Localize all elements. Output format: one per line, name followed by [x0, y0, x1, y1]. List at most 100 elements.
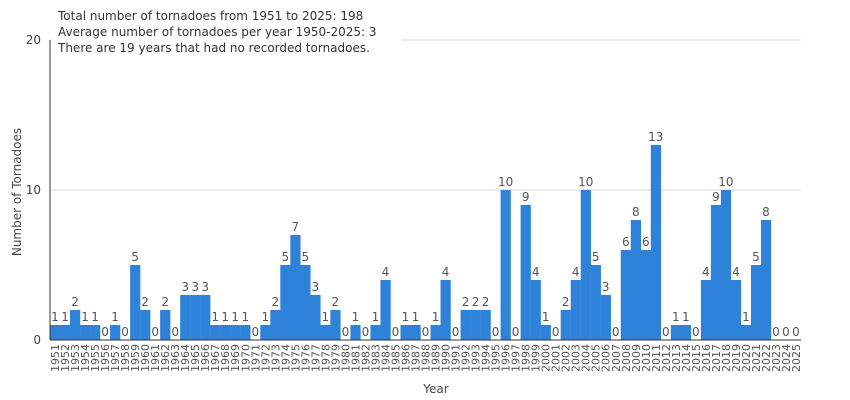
- x-tick-label: 1987: [409, 344, 422, 372]
- x-tick-label: 1959: [129, 344, 142, 372]
- bar-1989: [430, 325, 441, 340]
- axes: [49, 40, 801, 341]
- value-label-1963: 0: [171, 325, 179, 339]
- value-label-2007: 0: [612, 325, 620, 339]
- value-label-2008: 6: [622, 235, 630, 249]
- x-tick-label: 1973: [269, 344, 282, 372]
- value-label-2000: 1: [542, 310, 550, 324]
- bar-2022: [760, 220, 772, 340]
- x-tick-label: 2012: [660, 344, 673, 372]
- bar-2004: [580, 190, 591, 340]
- y-tick-label: 0: [33, 333, 41, 347]
- value-label-2020: 1: [742, 310, 750, 324]
- bar-1987: [410, 325, 421, 340]
- bar-1951: [50, 325, 61, 340]
- value-label-2012: 0: [662, 325, 670, 339]
- value-label-2014: 1: [682, 310, 690, 324]
- x-tick-label: 1979: [329, 344, 342, 372]
- value-label-2001: 0: [552, 325, 560, 339]
- bar-2020: [740, 325, 752, 340]
- value-label-1954: 1: [81, 310, 89, 324]
- value-label-2011: 13: [648, 130, 663, 144]
- x-tick-label: 1995: [490, 344, 503, 372]
- value-label-1995: 0: [492, 325, 500, 339]
- value-label-1998: 9: [522, 190, 530, 204]
- value-label-1958: 0: [121, 325, 129, 339]
- x-tick-label: 1953: [69, 344, 82, 372]
- x-tick-label: 2014: [680, 344, 693, 372]
- bar-2003: [570, 280, 581, 340]
- bar-1992: [460, 310, 471, 340]
- bar-2017: [710, 205, 722, 340]
- bar-1959: [130, 265, 141, 340]
- value-label-1962: 2: [161, 295, 169, 309]
- bar-1996: [500, 190, 511, 340]
- x-tick-label: 1964: [179, 344, 192, 372]
- x-axis-title: Year: [422, 382, 448, 396]
- annotation-box: Total number of tornadoes from 1951 to 2…: [52, 6, 402, 58]
- bar-2021: [750, 265, 762, 340]
- bar-1966: [200, 295, 211, 340]
- value-label-2004: 10: [578, 175, 593, 189]
- x-tick-label: 1951: [49, 344, 62, 372]
- x-tick-label: 1997: [510, 344, 523, 372]
- value-label-2023: 0: [772, 325, 780, 339]
- value-label-1982: 0: [362, 325, 370, 339]
- value-label-1981: 1: [352, 310, 360, 324]
- x-tick-label: 2022: [760, 344, 773, 372]
- x-tick-label: 2007: [610, 344, 623, 372]
- value-label-2005: 5: [592, 250, 600, 264]
- annotation-zero-years: There are 19 years that had no recorded …: [57, 41, 370, 55]
- value-label-2021: 5: [752, 250, 760, 264]
- x-tick-label: 1989: [430, 344, 443, 372]
- x-tick-label: 2004: [580, 344, 593, 372]
- value-label-1955: 1: [91, 310, 99, 324]
- value-label-1953: 2: [71, 295, 79, 309]
- bar-2019: [730, 280, 742, 340]
- value-label-1980: 0: [342, 325, 350, 339]
- value-label-2018: 10: [718, 175, 733, 189]
- value-label-1996: 10: [498, 175, 513, 189]
- bar-1964: [180, 295, 191, 340]
- value-label-1987: 1: [412, 310, 420, 324]
- value-label-1986: 1: [402, 310, 410, 324]
- bar-2016: [700, 280, 712, 340]
- value-label-1999: 4: [532, 265, 540, 279]
- value-label-1988: 0: [422, 325, 430, 339]
- value-label-1957: 1: [111, 310, 119, 324]
- x-tick-label: 1985: [389, 344, 402, 372]
- value-label-2015: 0: [692, 325, 700, 339]
- x-tick-label: 2018: [720, 344, 733, 372]
- bars: [50, 145, 772, 340]
- bar-1973: [270, 310, 281, 340]
- x-tick-label: 1966: [199, 344, 212, 372]
- x-tick-label: 2017: [710, 344, 723, 372]
- x-tick-label: 1975: [289, 344, 302, 372]
- y-axis-title: Number of Tornadoes: [10, 128, 24, 256]
- value-label-1956: 0: [101, 325, 109, 339]
- bar-1986: [400, 325, 411, 340]
- bar-1960: [140, 310, 151, 340]
- bar-1976: [300, 265, 311, 340]
- value-label-1968: 1: [221, 310, 229, 324]
- y-tick-labels: 0 10 20: [26, 33, 41, 347]
- bar-1998: [520, 205, 531, 340]
- x-tick-label: 1983: [369, 344, 382, 372]
- x-tick-label: 1960: [139, 344, 152, 372]
- x-tick-label: 2019: [730, 344, 743, 372]
- grid-lines: [50, 39, 801, 191]
- value-label-1960: 2: [141, 295, 149, 309]
- value-label-1990: 4: [442, 265, 450, 279]
- x-tick-label: 1978: [319, 344, 332, 372]
- value-label-1976: 5: [302, 250, 310, 264]
- x-tick-label: 1991: [450, 344, 463, 372]
- bar-1952: [60, 325, 71, 340]
- bar-2011: [650, 145, 662, 340]
- x-tick-label: 1954: [79, 344, 92, 372]
- value-label-2025: 0: [792, 325, 800, 339]
- value-label-1997: 0: [512, 325, 520, 339]
- x-tick-label: 1958: [119, 344, 132, 372]
- bar-2010: [640, 250, 651, 340]
